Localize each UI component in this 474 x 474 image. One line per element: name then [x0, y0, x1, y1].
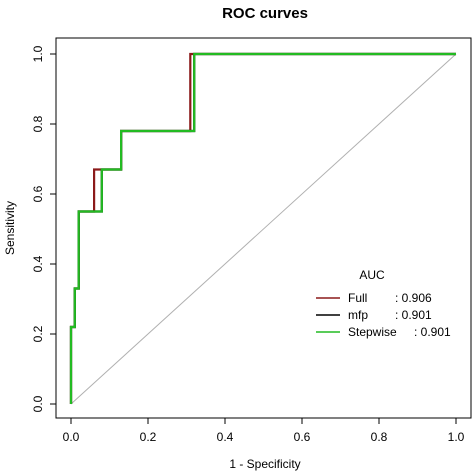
y-tick-label: 1.0 — [31, 45, 45, 62]
legend-value: : 0.901 — [414, 325, 451, 339]
reference-line — [70, 53, 457, 405]
legend-title: AUC — [359, 268, 385, 282]
x-axis: 0.0 0.2 0.4 0.6 0.8 1.0 — [63, 417, 465, 444]
legend-label: Full — [348, 291, 367, 305]
x-tick-label: 0.0 — [63, 430, 80, 444]
legend-value: : 0.906 — [395, 291, 432, 305]
reference-diagonal — [70, 53, 457, 405]
y-axis: 0.0 0.2 0.4 0.6 0.8 1.0 — [31, 45, 57, 412]
x-tick-label: 0.4 — [217, 430, 234, 444]
x-tick-label: 1.0 — [448, 430, 465, 444]
series-line-stepwise — [69, 52, 456, 404]
legend-label: Stepwise — [348, 325, 397, 339]
y-tick-label: 0.4 — [31, 255, 45, 272]
legend: AUC Full : 0.906 mfp : 0.901 Stepwise : 0.901 — [316, 268, 451, 339]
x-tick-label: 0.2 — [140, 430, 157, 444]
x-tick-label: 0.8 — [371, 430, 388, 444]
chart-title: ROC curves — [222, 5, 308, 22]
y-tick-label: 0.6 — [31, 185, 45, 202]
y-tick-label: 0.8 — [31, 115, 45, 132]
x-axis-label: 1 - Specificity — [229, 457, 300, 471]
y-tick-label: 0.2 — [31, 325, 45, 342]
x-tick-label: 0.6 — [294, 430, 311, 444]
roc-curves — [69, 52, 456, 404]
y-axis-label: Sensitivity — [3, 201, 17, 255]
legend-value: : 0.901 — [395, 308, 432, 322]
y-tick-label: 0.0 — [31, 395, 45, 412]
legend-label: mfp — [348, 308, 368, 322]
